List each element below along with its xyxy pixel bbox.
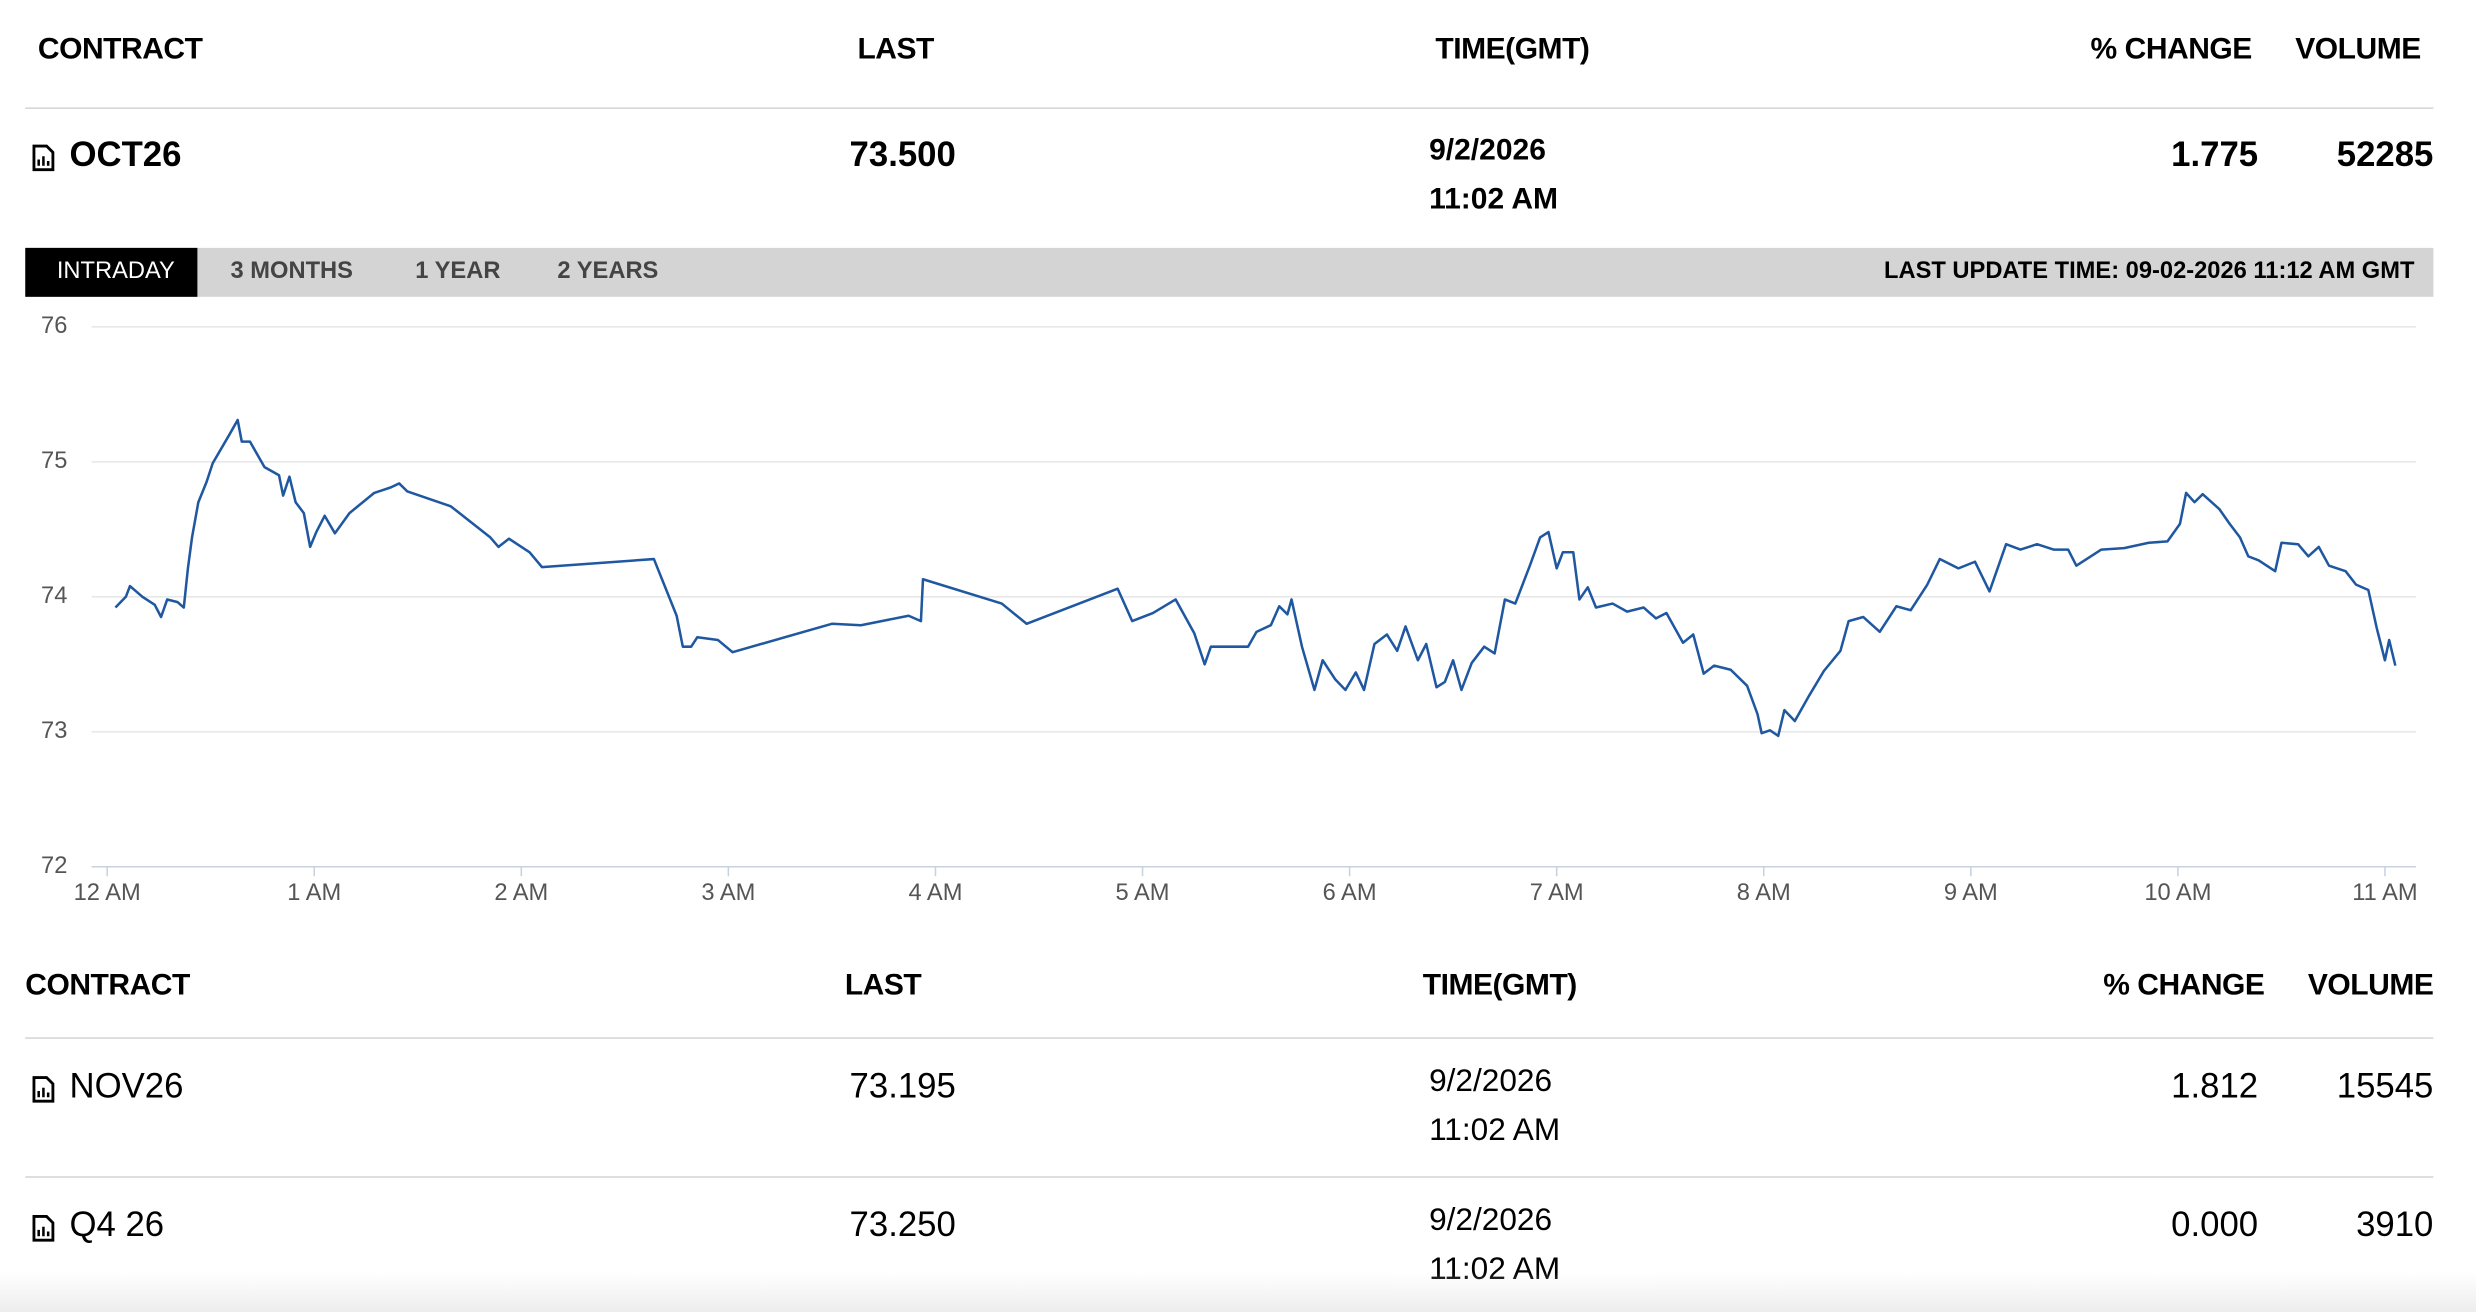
- divider: [25, 1176, 2434, 1178]
- divider: [25, 107, 2434, 109]
- chart-icon[interactable]: [32, 1214, 56, 1242]
- x-tick-label: 9 AM: [1944, 880, 1998, 906]
- column-header: VOLUME: [2295, 33, 2421, 67]
- price-line: [114, 418, 2397, 738]
- volume: 15545: [2336, 1065, 2434, 1106]
- x-tick-label: 10 AM: [2144, 880, 2211, 906]
- column-header: % CHANGE: [2103, 969, 2265, 1003]
- date: 9/2/2026: [1429, 134, 1546, 168]
- y-tick-label: 76: [41, 313, 67, 339]
- last-update: LAST UPDATE TIME: 09-02-2026 11:12 AM GM…: [1883, 257, 2415, 285]
- x-tick-label: 1 AM: [287, 880, 341, 906]
- column-header: % CHANGE: [2090, 33, 2253, 67]
- contract[interactable]: NOV26: [69, 1065, 184, 1106]
- x-tick-label: 3 AM: [701, 880, 755, 906]
- change: 1.775: [2171, 134, 2259, 174]
- column-header: CONTRACT: [37, 33, 203, 67]
- x-tick-label: 5 AM: [1116, 880, 1170, 906]
- volume: 3910: [2356, 1204, 2434, 1245]
- column-header: TIME(GMT): [1422, 969, 1578, 1003]
- contract[interactable]: OCT26: [69, 134, 182, 174]
- volume: 52285: [2336, 134, 2434, 174]
- y-tick-label: 74: [41, 583, 67, 609]
- chart-icon[interactable]: [32, 144, 56, 172]
- tab[interactable]: 3 MONTHS: [230, 257, 353, 285]
- column-header: TIME(GMT): [1435, 33, 1590, 67]
- y-tick-label: 75: [41, 448, 67, 474]
- tab-bar: [25, 247, 2434, 297]
- chart-icon[interactable]: [32, 1075, 56, 1103]
- divider: [25, 1037, 2434, 1039]
- chart: 72 73 74 75 76 12 AM 1 AM 2 AM 3 AM 4 AM 5 AM 6 AM 7…: [41, 313, 2418, 906]
- date: 9/2/2026: [1429, 1064, 1553, 1099]
- column-header: VOLUME: [2307, 969, 2434, 1003]
- change: 0.000: [2171, 1204, 2259, 1245]
- tab[interactable]: INTRADAY: [56, 257, 175, 285]
- change: 1.812: [2171, 1065, 2259, 1106]
- tab[interactable]: 1 YEAR: [415, 257, 501, 285]
- x-tick-label: 8 AM: [1737, 880, 1791, 906]
- tab[interactable]: 2 YEARS: [557, 257, 659, 285]
- x-tick-label: 6 AM: [1323, 880, 1377, 906]
- x-tick-label: 11 AM: [2352, 880, 2417, 906]
- active-tab[interactable]: [25, 247, 198, 297]
- column-header: LAST: [857, 33, 934, 67]
- x-tick-label: 4 AM: [908, 880, 962, 906]
- contract[interactable]: Q4 26: [69, 1204, 165, 1245]
- x-tick-label: 7 AM: [1530, 880, 1584, 906]
- last: 73.195: [849, 1065, 956, 1106]
- time: 11:02 AM: [1429, 183, 1559, 217]
- y-tick-label: 73: [41, 718, 67, 744]
- fade: [0, 1272, 2476, 1312]
- last: 73.250: [849, 1204, 956, 1245]
- last: 73.500: [849, 134, 956, 174]
- x-tick-label: 2 AM: [494, 880, 548, 906]
- column-header: LAST: [844, 969, 922, 1003]
- time: 11:02 AM: [1429, 1113, 1561, 1148]
- y-tick-label: 72: [41, 853, 67, 879]
- date: 9/2/2026: [1429, 1203, 1553, 1238]
- column-header: CONTRACT: [25, 969, 190, 1003]
- x-tick-label: 12 AM: [74, 880, 141, 906]
